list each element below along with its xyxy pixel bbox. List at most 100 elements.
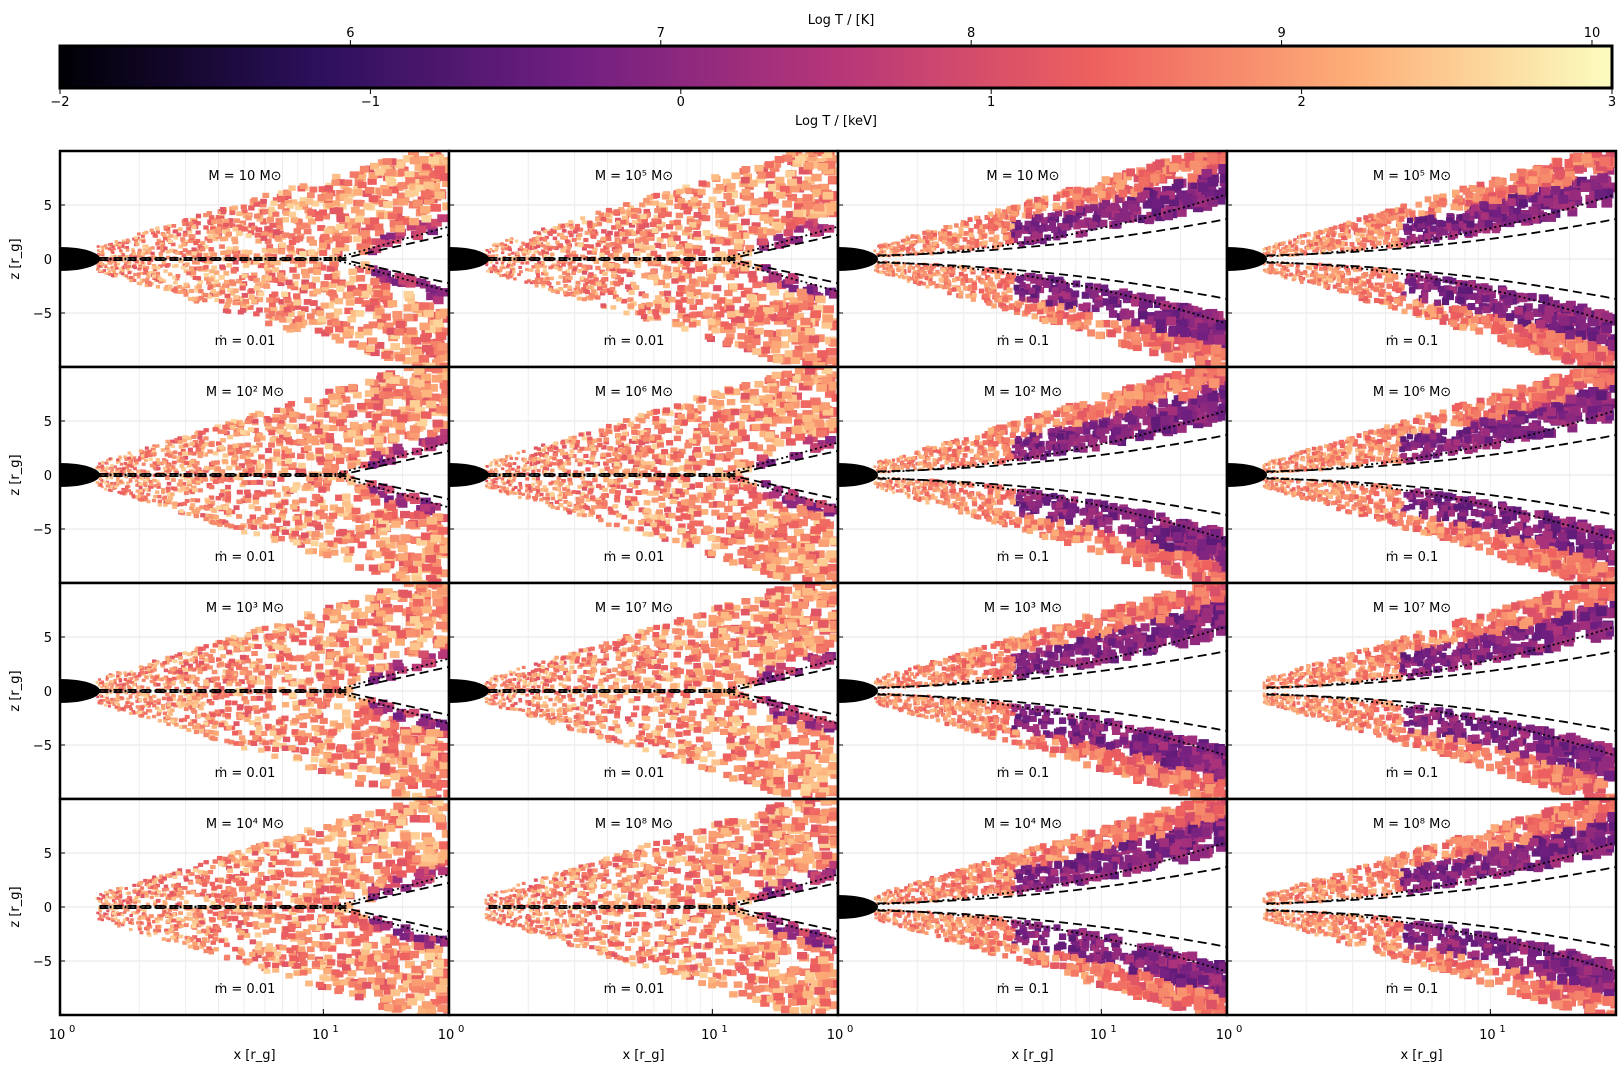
- temperature-cell: [156, 266, 161, 270]
- temperature-cell: [404, 190, 415, 198]
- temperature-cell: [329, 255, 338, 262]
- temperature-cell: [1478, 303, 1487, 311]
- temperature-cell: [1490, 326, 1500, 335]
- temperature-cell: [376, 274, 386, 282]
- temperature-cell: [662, 194, 670, 200]
- temperature-cell: [425, 151, 436, 154]
- temperature-cell: [793, 225, 804, 233]
- temperature-cell: [160, 248, 165, 253]
- temperature-cell: [283, 325, 291, 331]
- temperature-cell: [309, 239, 317, 246]
- temperature-cell: [204, 236, 210, 241]
- temperature-cell: [263, 265, 271, 271]
- temperature-cell: [1158, 332, 1168, 342]
- temperature-cell: [603, 260, 609, 265]
- temperature-cell: [389, 224, 400, 233]
- temperature-cell: [771, 160, 782, 168]
- temperature-cell: [1268, 249, 1272, 253]
- temperature-cell: [1108, 290, 1117, 299]
- temperature-cell: [1036, 279, 1044, 286]
- temperature-cell: [1161, 312, 1171, 321]
- temperature-cell: [181, 289, 187, 294]
- temperature-cell: [171, 275, 177, 280]
- temperature-cell: [1173, 179, 1184, 189]
- temperature-cell: [738, 341, 748, 349]
- temperature-cell: [734, 309, 744, 317]
- temperature-cell: [606, 288, 613, 293]
- temperature-cell: [725, 299, 735, 306]
- temperature-cell: [113, 260, 117, 264]
- temperature-cell: [885, 267, 889, 271]
- temperature-cell: [932, 272, 937, 277]
- temperature-cell: [935, 283, 940, 288]
- temperature-cell: [600, 216, 607, 222]
- temperature-cell: [118, 241, 122, 245]
- temperature-cell: [194, 260, 200, 265]
- temperature-cell: [686, 218, 695, 225]
- temperature-cell: [278, 299, 286, 305]
- temperature-cell: [989, 281, 995, 287]
- temperature-cell: [505, 244, 510, 248]
- temperature-cell: [542, 280, 547, 285]
- temperature-cell: [1126, 168, 1136, 177]
- temperature-cell: [1101, 288, 1110, 297]
- temperature-cell: [165, 249, 171, 254]
- temperature-cell: [289, 267, 297, 273]
- temperature-cell: [758, 350, 768, 358]
- colorbar-top-tick-label: 7: [657, 26, 665, 41]
- temperature-cell: [997, 216, 1004, 223]
- temperature-cell: [1054, 293, 1062, 300]
- temperature-cell: [752, 348, 762, 355]
- temperature-cell: [142, 248, 147, 252]
- temperature-cell: [268, 301, 276, 308]
- temperature-cell: [575, 285, 581, 290]
- temperature-cell: [318, 186, 327, 193]
- temperature-cell: [533, 250, 538, 254]
- temperature-cell: [708, 273, 717, 280]
- temperature-cell: [1037, 287, 1045, 294]
- temperature-cell: [1059, 296, 1067, 304]
- temperature-cell: [386, 327, 397, 335]
- temperature-cell: [581, 220, 587, 225]
- temperature-cell: [1094, 299, 1103, 308]
- temperature-cell: [365, 223, 375, 231]
- temperature-cell: [547, 231, 552, 235]
- temperature-cell: [917, 266, 922, 271]
- temperature-cell: [342, 330, 351, 338]
- temperature-cell: [1175, 325, 1186, 335]
- temperature-cell: [1358, 296, 1364, 302]
- temperature-cell: [98, 265, 102, 268]
- temperature-cell: [287, 283, 295, 289]
- temperature-cell: [152, 263, 157, 268]
- temperature-cell: [983, 282, 990, 288]
- temperature-cell: [533, 240, 538, 244]
- temperature-cell: [792, 349, 803, 358]
- temperature-cell: [373, 290, 383, 298]
- temperature-cell: [551, 245, 557, 250]
- temperature-cell: [876, 266, 880, 270]
- temperature-cell: [140, 260, 145, 265]
- temperature-cell: [1171, 352, 1182, 362]
- temperature-cell: [229, 290, 236, 296]
- temperature-cell: [911, 266, 916, 270]
- temperature-cell: [587, 224, 593, 229]
- temperature-cell: [371, 246, 382, 254]
- temperature-cell: [270, 253, 278, 260]
- temperature-cell: [1025, 200, 1033, 207]
- temperature-cell: [313, 269, 322, 275]
- temperature-cell: [537, 277, 542, 281]
- temperature-cell: [1030, 291, 1037, 299]
- temperature-cell: [137, 261, 142, 265]
- temperature-cell: [386, 169, 396, 177]
- temperature-cell: [1071, 290, 1080, 298]
- temperature-cell: [995, 208, 1001, 214]
- temperature-cell: [892, 247, 897, 251]
- temperature-cell: [403, 274, 414, 283]
- temperature-cell: [591, 250, 597, 256]
- temperature-cell: [1113, 174, 1122, 183]
- temperature-cell: [889, 250, 893, 254]
- temperature-cell: [1305, 273, 1310, 278]
- temperature-cell: [1512, 207, 1522, 216]
- temperature-cell: [690, 196, 699, 203]
- temperature-cell: [644, 229, 651, 235]
